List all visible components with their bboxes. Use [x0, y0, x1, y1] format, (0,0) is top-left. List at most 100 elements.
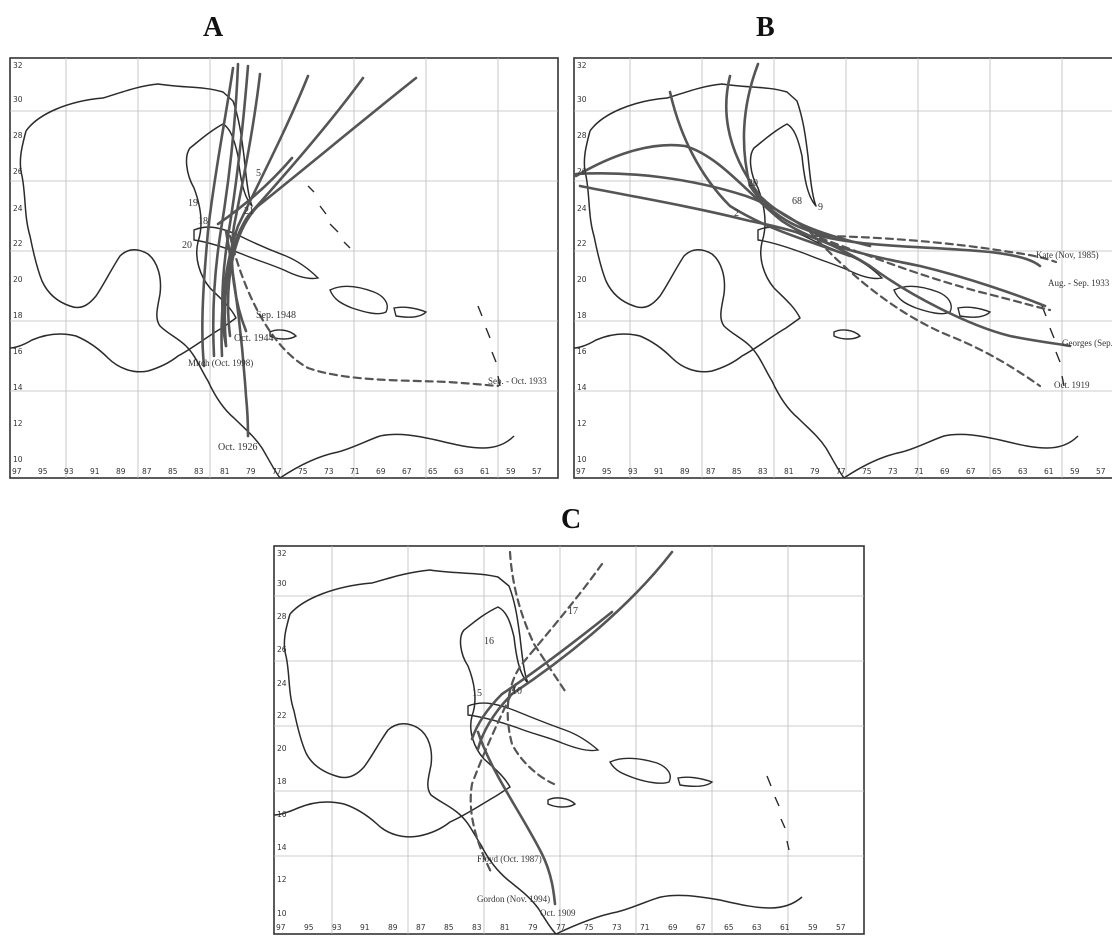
- lat-tick-10: 10: [277, 909, 287, 918]
- lon-tick-57: 57: [836, 923, 846, 932]
- lat-tick-20: 20: [277, 744, 287, 753]
- map-panel-c: 17 16 10 15 Floyd (Oct. 1987) Gordon (No…: [273, 545, 865, 935]
- lon-tick-85: 85: [732, 467, 742, 476]
- lon-tick-73: 73: [612, 923, 622, 932]
- lon-tick-97: 97: [576, 467, 586, 476]
- lat-tick-12: 12: [577, 419, 587, 428]
- coastline: [273, 569, 803, 935]
- lat-tick-10: 10: [577, 455, 587, 464]
- lon-tick-95: 95: [38, 467, 48, 476]
- coastline: [573, 83, 1079, 479]
- lat-tick-26: 26: [13, 167, 23, 176]
- lat-tick-22: 22: [577, 239, 587, 248]
- lon-tick-89: 89: [388, 923, 398, 932]
- lon-tick-97: 97: [12, 467, 22, 476]
- lon-tick-81: 81: [220, 467, 230, 476]
- lon-tick-59: 59: [506, 467, 516, 476]
- lat-tick-18: 18: [577, 311, 587, 320]
- lat-tick-30: 30: [577, 95, 587, 104]
- lon-ticks: 97 95 93 91 89 87 85 83 81 79 77 75 73 7…: [12, 467, 542, 476]
- storm-number-15: 15: [472, 688, 482, 699]
- storm-number-9: 9: [818, 202, 823, 213]
- lon-tick-67: 67: [966, 467, 976, 476]
- graticule: [274, 546, 864, 934]
- storm-number-20: 20: [182, 240, 192, 251]
- lon-tick-77: 77: [556, 923, 566, 932]
- lon-tick-91: 91: [360, 923, 370, 932]
- panel-label-c: C: [561, 504, 582, 535]
- annotation-sep-1948: Sep. 1948: [256, 310, 296, 321]
- lon-tick-83: 83: [194, 467, 204, 476]
- map-panel-b: 20 68 9 2 Kate (Nov, 1985) Aug. - Sep. 1…: [573, 57, 1112, 479]
- lon-tick-71: 71: [914, 467, 924, 476]
- lon-tick-65: 65: [428, 467, 438, 476]
- lon-tick-65: 65: [992, 467, 1002, 476]
- storm-number-5: 5: [256, 168, 261, 179]
- lat-tick-24: 24: [277, 679, 287, 688]
- lat-tick-14: 14: [577, 383, 587, 392]
- storm-number-17: 17: [568, 606, 578, 617]
- lat-tick-10: 10: [13, 455, 23, 464]
- annotations: Floyd (Oct. 1987) Gordon (Nov. 1994) Oct…: [477, 854, 576, 918]
- annotation-oct-1944: Oct. 1944: [234, 333, 273, 344]
- lon-tick-65: 65: [724, 923, 734, 932]
- lon-tick-93: 93: [332, 923, 342, 932]
- lon-tick-57: 57: [1096, 467, 1106, 476]
- annotation-sep-oct-1933: Sep. - Oct. 1933: [488, 376, 547, 386]
- lon-ticks: 97 95 93 91 89 87 85 83 81 79 77 75 73 7…: [276, 923, 846, 932]
- lon-tick-95: 95: [304, 923, 314, 932]
- lat-tick-28: 28: [577, 131, 587, 140]
- lon-tick-75: 75: [584, 923, 594, 932]
- lon-tick-75: 75: [298, 467, 308, 476]
- lon-tick-63: 63: [752, 923, 762, 932]
- coastline: [9, 83, 515, 479]
- storm-number-16: 16: [484, 636, 494, 647]
- lon-tick-79: 79: [246, 467, 256, 476]
- storm-number-21: 21: [244, 206, 254, 217]
- storm-numbers: 17 16 10 15: [472, 606, 578, 699]
- storm-tracks: [574, 62, 1072, 388]
- annotation-oct-1926: Oct. 1926: [218, 442, 257, 453]
- lat-tick-16: 16: [577, 347, 587, 356]
- lon-tick-61: 61: [480, 467, 490, 476]
- lon-tick-63: 63: [1018, 467, 1028, 476]
- lon-tick-67: 67: [402, 467, 412, 476]
- lon-tick-85: 85: [168, 467, 178, 476]
- lat-tick-28: 28: [277, 612, 287, 621]
- annotations: Kate (Nov, 1985) Aug. - Sep. 1933 George…: [1036, 250, 1112, 390]
- lat-tick-30: 30: [277, 579, 287, 588]
- lon-tick-77: 77: [836, 467, 846, 476]
- storm-tracks: [201, 62, 500, 438]
- lon-ticks: 97 95 93 91 89 87 85 83 81 79 77 75 73 7…: [576, 467, 1106, 476]
- lat-tick-14: 14: [13, 383, 23, 392]
- annotation-gordon-1994: Gordon (Nov. 1994): [477, 894, 550, 904]
- storm-number-10: 10: [512, 686, 522, 697]
- storm-numbers: 19 18 21 20 5: [182, 168, 261, 251]
- lat-tick-22: 22: [13, 239, 23, 248]
- annotation-georges-1998: Georges (Sep. 1998): [1062, 338, 1112, 348]
- annotation-kate-1985: Kate (Nov, 1985): [1036, 250, 1099, 260]
- lat-tick-12: 12: [13, 419, 23, 428]
- annotation-oct-1919: Oct. 1919: [1054, 380, 1090, 390]
- lat-tick-18: 18: [277, 777, 287, 786]
- lat-tick-12: 12: [277, 875, 287, 884]
- lat-tick-32: 32: [277, 549, 287, 558]
- lon-tick-79: 79: [528, 923, 538, 932]
- lon-tick-79: 79: [810, 467, 820, 476]
- annotation-floyd-1987: Floyd (Oct. 1987): [477, 854, 542, 864]
- lat-tick-20: 20: [577, 275, 587, 284]
- lat-ticks: 32 30 28 26 24 22 20 18 16 14 12 10: [277, 549, 287, 918]
- lon-tick-93: 93: [628, 467, 638, 476]
- panel-label-a: A: [203, 12, 224, 43]
- lon-tick-67: 67: [696, 923, 706, 932]
- lat-tick-32: 32: [577, 61, 587, 70]
- lat-tick-18: 18: [13, 311, 23, 320]
- panel-label-b: B: [756, 12, 775, 43]
- lon-tick-77: 77: [272, 467, 282, 476]
- annotation-oct-1909: Oct. 1909: [540, 908, 576, 918]
- storm-number-2: 2: [734, 208, 739, 219]
- lon-tick-73: 73: [324, 467, 334, 476]
- lon-tick-73: 73: [888, 467, 898, 476]
- lat-ticks: 32 30 28 26 24 22 20 18 16 14 12 10: [577, 61, 587, 464]
- lon-tick-91: 91: [654, 467, 664, 476]
